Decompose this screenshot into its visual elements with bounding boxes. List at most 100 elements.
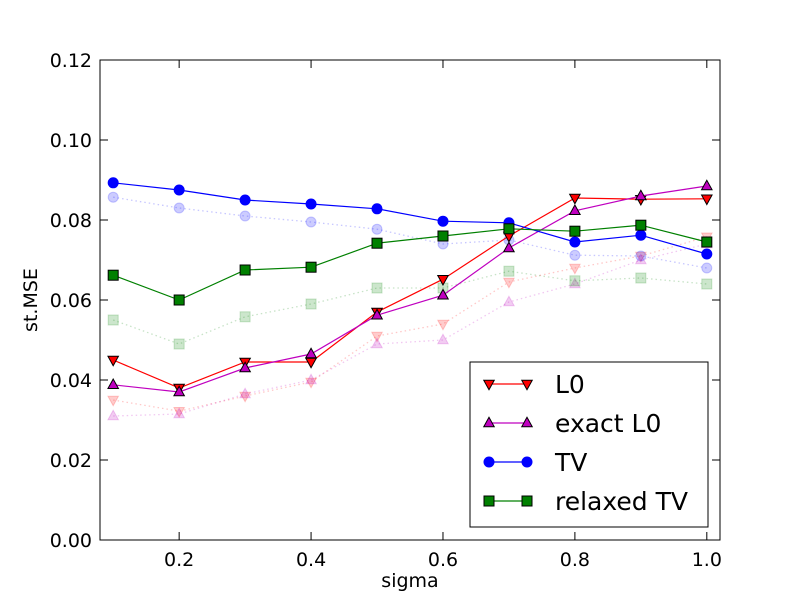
data-point [304, 347, 318, 359]
data-point [173, 385, 186, 397]
data-point [502, 241, 516, 253]
y-tick-label: 0.00 [50, 530, 92, 552]
faded-series-tv [107, 191, 713, 274]
series-relaxed-tv [107, 219, 713, 306]
data-point [107, 355, 120, 367]
legend-label: L0 [555, 370, 585, 399]
legend-label: TV [554, 448, 587, 477]
data-point [437, 215, 449, 227]
legend-item-tv: TV [483, 448, 587, 477]
y-tick-label: 0.12 [50, 50, 92, 72]
data-point [239, 264, 251, 276]
faded-data-point [701, 278, 713, 290]
x-tick-label: 0.4 [296, 549, 326, 571]
faded-series-l0 [107, 232, 713, 418]
data-point [304, 357, 318, 369]
legend-label: relaxed TV [555, 487, 688, 516]
faded-data-point [436, 333, 450, 345]
x-tick-label: 0.8 [560, 549, 590, 571]
series-layer [107, 177, 713, 397]
faded-data-point [305, 216, 317, 228]
faded-data-point [239, 387, 252, 399]
legend-item-exact-l0: exact L0 [482, 409, 661, 438]
faded-data-point [568, 263, 581, 275]
data-point [568, 204, 581, 216]
data-point [370, 308, 384, 320]
faded-data-point [173, 202, 185, 214]
series-line [112, 224, 707, 301]
faded-data-point [304, 373, 318, 385]
faded-series-line [113, 196, 707, 269]
faded-data-point [107, 314, 119, 326]
data-point [305, 261, 317, 273]
faded-data-point [239, 311, 251, 323]
faded-data-point [635, 250, 647, 262]
faded-data-point [304, 377, 318, 389]
legend-label: exact L0 [555, 409, 661, 438]
x-axis-label: sigma [381, 570, 438, 592]
faded-data-point [173, 407, 186, 419]
x-tick-label: 0.2 [164, 549, 194, 571]
data-point [371, 237, 383, 249]
faded-data-point [634, 251, 647, 263]
series-line [112, 197, 707, 389]
series-line [113, 185, 707, 393]
series-tv [107, 177, 713, 260]
series-exact-l0 [107, 179, 713, 397]
faded-data-point [107, 191, 119, 203]
data-point [569, 236, 581, 248]
data-point [634, 189, 647, 201]
data-point [635, 219, 647, 231]
faded-data-point [569, 275, 581, 287]
faded-data-point [239, 210, 251, 222]
legend-marker [483, 456, 495, 468]
legend-marker [482, 416, 496, 428]
data-point [436, 274, 450, 286]
faded-series-line [113, 243, 707, 417]
y-tick-label: 0.02 [50, 450, 92, 472]
faded-data-point [569, 249, 581, 261]
faded-data-point [107, 395, 120, 407]
data-point [701, 248, 713, 260]
data-point [107, 177, 119, 189]
faded-data-point [568, 277, 581, 289]
faded-data-point [502, 295, 516, 307]
data-point [107, 269, 119, 281]
series-line [113, 182, 707, 255]
faded-data-point [173, 406, 186, 418]
data-point [569, 225, 581, 237]
data-point [371, 203, 383, 215]
y-tick-label: 0.06 [50, 290, 92, 312]
faded-data-point [370, 331, 384, 343]
faded-data-point [305, 298, 317, 310]
legend-marker [520, 379, 534, 391]
x-tick-label: 1.0 [692, 549, 722, 571]
data-point [700, 194, 713, 206]
faded-data-point [635, 272, 647, 284]
data-point [503, 223, 515, 235]
faded-series-line [113, 236, 707, 412]
data-point [701, 236, 713, 248]
data-point [635, 229, 647, 241]
data-point [239, 361, 252, 373]
data-point [305, 198, 317, 210]
data-point [173, 184, 185, 196]
axes-layer: 0.2 0.4 0.6 0.8 1.0 0.00 0.02 0.04 0.06 0.08 0.10 0… [50, 50, 722, 571]
data-point [568, 193, 581, 205]
data-point [436, 288, 450, 300]
legend-marker [521, 456, 533, 468]
legend-marker [520, 416, 534, 428]
legend-item-l0: L0 [482, 370, 585, 399]
faded-data-point [371, 282, 383, 294]
data-point [107, 378, 120, 390]
data-point [173, 294, 185, 306]
y-axis-label: st.MSE [20, 268, 42, 332]
legend-box [469, 361, 709, 528]
faded-data-point [107, 409, 120, 421]
y-tick-label: 0.10 [50, 130, 92, 152]
legend-marker [521, 495, 533, 507]
data-point [700, 179, 713, 191]
faded-data-point [634, 253, 647, 265]
faded-series-exact-l0 [107, 237, 713, 421]
data-point [437, 230, 449, 242]
